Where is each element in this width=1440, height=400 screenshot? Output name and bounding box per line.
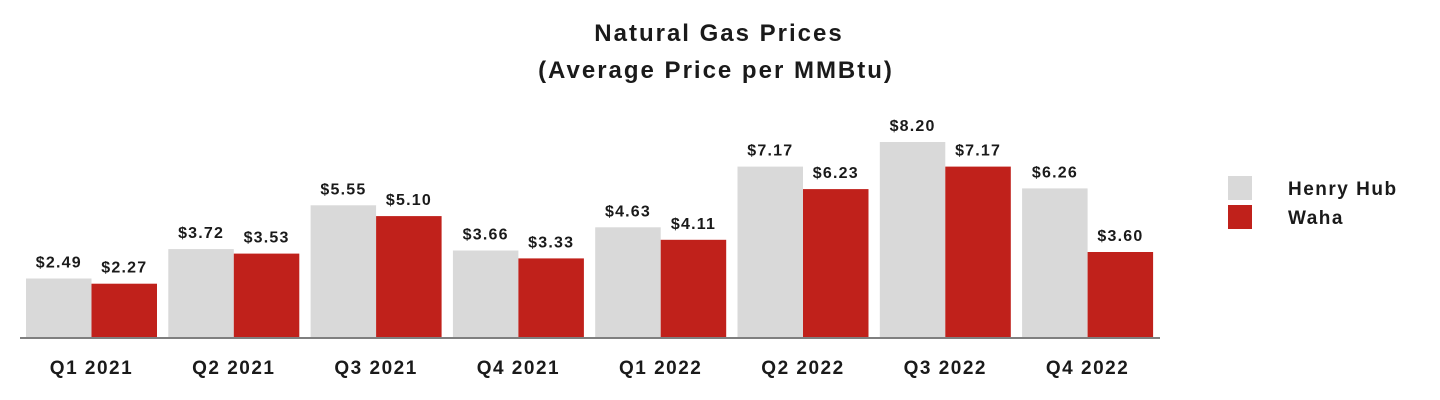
x-tick-label: Q1 2021 [50,358,133,379]
bar-henry-hub [737,166,803,338]
value-label: $8.20 [890,118,936,135]
bar-waha [518,258,584,338]
bar-waha [803,189,869,338]
x-tick-label: Q2 2021 [192,358,275,379]
bar-waha [91,283,157,338]
bar-group [26,142,1154,338]
legend-label: Henry Hub [1288,179,1398,200]
value-label: $5.10 [386,192,432,209]
bar-henry-hub [595,227,661,338]
x-tick-label: Q1 2022 [619,358,702,379]
value-label: $7.17 [955,143,1001,160]
bar-henry-hub [879,142,946,338]
chart-title: Natural Gas Prices [594,20,843,47]
value-label: $6.23 [813,165,859,182]
legend-swatch [1228,176,1252,200]
x-tick-label: Q4 2021 [477,358,560,379]
legend-swatch [1228,205,1252,229]
value-label: $4.63 [605,203,651,220]
x-tick-label: Q2 2022 [761,358,844,379]
value-label: $3.33 [528,234,574,251]
bar-waha [376,216,442,338]
chart-subtitle: (Average Price per MMBtu) [538,57,894,84]
value-label: $7.17 [747,143,793,160]
bar-henry-hub [1022,188,1088,338]
value-label: $5.55 [320,181,366,198]
bar-henry-hub [168,249,234,338]
x-tick-label: Q3 2022 [904,358,987,379]
value-label: $4.11 [671,216,716,233]
x-tick-label: Q3 2021 [334,358,417,379]
value-label: $3.60 [1097,228,1143,245]
bar-waha [233,253,300,338]
bar-henry-hub [26,278,92,338]
value-label: $2.49 [36,255,82,272]
bar-waha [1087,252,1154,338]
value-label: $3.72 [178,225,224,242]
bar-henry-hub [310,205,377,338]
value-label-group: $2.49 $2.27 $3.72 $3.53 $5.55 $5.10 $3.66 $3.33… [36,118,1143,277]
bar-waha [945,166,1011,338]
value-label: $3.66 [463,227,509,244]
value-label: $2.27 [101,260,147,277]
bar-henry-hub [452,250,519,338]
tick-group: Q1 2021 Q2 2021 Q3 2021 Q4 2021 Q1 2022 Q2 20… [50,358,1129,379]
legend: Henry Hub Waha [1228,176,1398,229]
legend-label: Waha [1288,208,1344,229]
value-label: $6.26 [1032,164,1078,181]
x-tick-label: Q4 2022 [1046,358,1129,379]
bar-waha [660,239,727,338]
value-label: $3.53 [244,230,290,247]
